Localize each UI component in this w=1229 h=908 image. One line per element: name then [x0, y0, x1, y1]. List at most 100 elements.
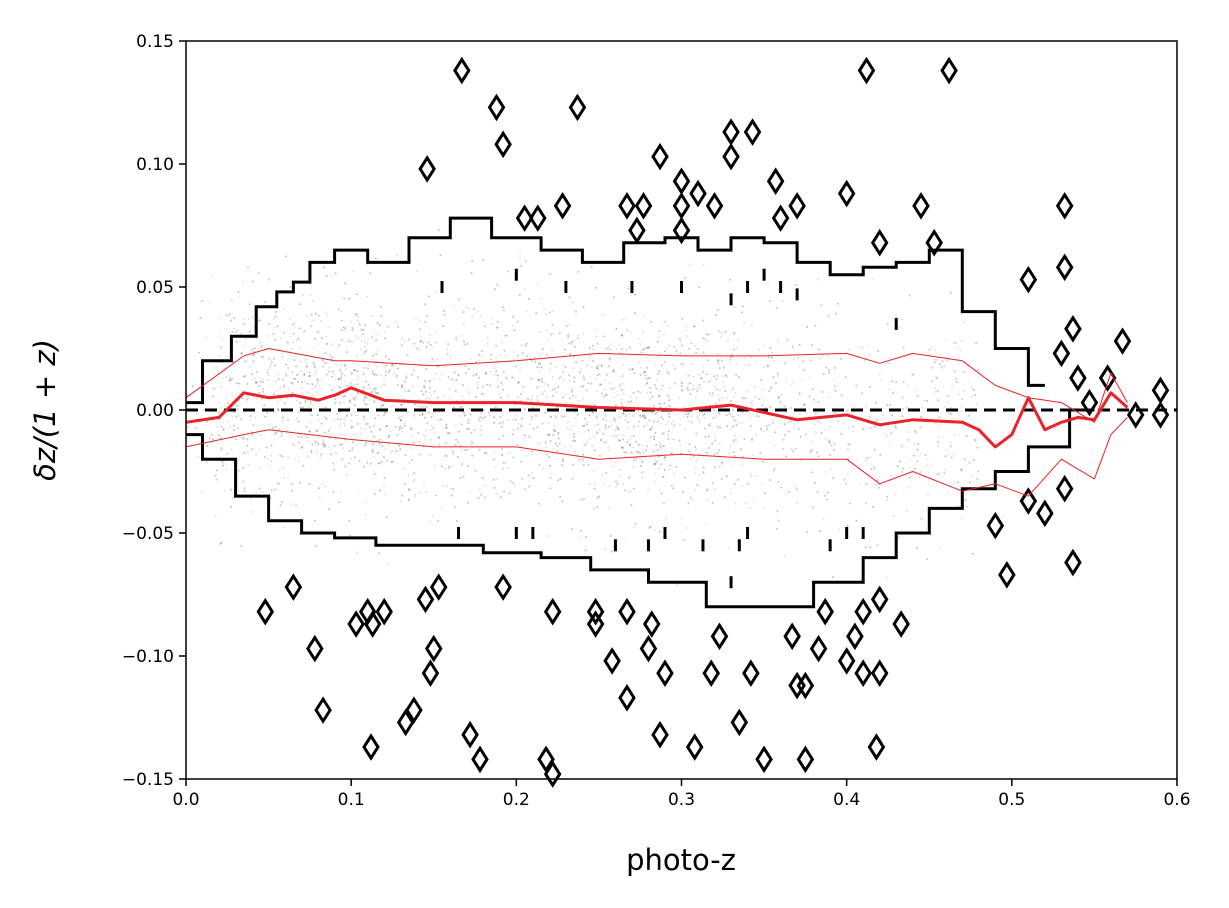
- scatter-point: [519, 256, 522, 259]
- scatter-point: [530, 418, 533, 420]
- scatter-point: [626, 441, 629, 444]
- scatter-point: [528, 485, 531, 488]
- scatter-point: [374, 417, 377, 420]
- scatter-point: [476, 386, 479, 389]
- scatter-point: [687, 502, 690, 505]
- scatter-point: [886, 403, 889, 406]
- scatter-point: [473, 429, 476, 432]
- scatter-point: [926, 457, 929, 460]
- scatter-point: [702, 337, 705, 340]
- scatter-point: [803, 403, 806, 406]
- scatter-point: [588, 346, 591, 349]
- scatter-point: [216, 469, 219, 472]
- scatter-point: [538, 464, 541, 467]
- scatter-point: [444, 442, 447, 445]
- scatter-point: [374, 374, 376, 376]
- scatter-point: [243, 487, 246, 490]
- scatter-point: [607, 449, 610, 452]
- scatter-point: [350, 426, 353, 428]
- scatter-point: [365, 349, 368, 352]
- scatter-point: [813, 398, 816, 401]
- scatter-point: [504, 334, 507, 337]
- scatter-point: [471, 260, 474, 263]
- scatter-point: [734, 438, 737, 441]
- scatter-point: [949, 445, 952, 448]
- scatter-point: [572, 394, 574, 397]
- scatter-point: [379, 373, 382, 376]
- scatter-point: [704, 435, 707, 438]
- scatter-point: [331, 375, 334, 378]
- scatter-point: [960, 398, 963, 401]
- scatter-point: [302, 464, 305, 467]
- scatter-point: [294, 377, 297, 380]
- scatter-point: [711, 482, 714, 485]
- scatter-point: [539, 362, 541, 365]
- scatter-point: [437, 519, 440, 522]
- scatter-point: [743, 438, 746, 441]
- scatter-point: [698, 384, 701, 386]
- scatter-point: [950, 456, 953, 459]
- scatter-point: [461, 395, 464, 398]
- scatter-point: [662, 475, 665, 478]
- scatter-point: [399, 448, 402, 451]
- scatter-point: [481, 477, 484, 480]
- scatter-point: [398, 426, 401, 429]
- scatter-point: [495, 344, 498, 347]
- contour-island: [1055, 474, 1074, 503]
- scatter-point: [935, 358, 937, 361]
- scatter-point: [846, 448, 849, 451]
- scatter-point: [318, 487, 320, 490]
- scatter-point: [365, 442, 367, 445]
- scatter-point: [417, 398, 420, 401]
- scatter-point: [532, 428, 535, 430]
- scatter-point: [591, 445, 594, 447]
- scatter-point: [665, 517, 668, 520]
- scatter-point: [391, 460, 394, 463]
- scatter-point: [858, 346, 861, 349]
- scatter-point: [915, 546, 918, 549]
- scatter-point: [396, 433, 399, 436]
- scatter-point: [318, 497, 321, 500]
- scatter-point: [581, 397, 584, 400]
- scatter-point: [237, 414, 240, 416]
- scatter-point: [308, 482, 311, 485]
- scatter-point: [652, 463, 655, 466]
- scatter-point: [567, 421, 570, 424]
- scatter-point: [376, 374, 379, 376]
- scatter-point: [366, 422, 369, 425]
- scatter-point: [277, 401, 280, 403]
- scatter-point: [348, 401, 351, 403]
- scatter-point: [659, 402, 662, 405]
- scatter-point: [258, 487, 261, 490]
- y-tick-label: 0.10: [136, 155, 174, 175]
- scatter-point: [583, 424, 586, 427]
- scatter-point: [625, 415, 627, 417]
- scatter-point: [781, 448, 784, 450]
- scatter-point: [847, 426, 850, 429]
- scatter-point: [388, 369, 391, 372]
- scatter-point: [577, 270, 580, 273]
- scatter-point: [526, 355, 528, 358]
- scatter-point: [840, 394, 843, 397]
- scatter-point: [595, 286, 598, 289]
- scatter-point: [828, 369, 830, 372]
- scatter-point: [681, 362, 684, 365]
- scatter-point: [418, 328, 421, 331]
- scatter-point: [506, 418, 509, 421]
- scatter-point: [666, 370, 669, 373]
- scatter-point: [291, 371, 294, 374]
- scatter-point: [809, 359, 812, 362]
- scatter-point: [291, 391, 294, 394]
- scatter-point: [363, 399, 366, 402]
- scatter-point: [404, 454, 407, 457]
- contour-island: [416, 585, 435, 614]
- scatter-point: [462, 311, 465, 314]
- scatter-point: [681, 388, 684, 391]
- contour-island: [537, 745, 555, 774]
- scatter-point: [343, 422, 346, 425]
- scatter-point: [339, 401, 341, 404]
- scatter-point: [702, 413, 705, 416]
- scatter-point: [344, 327, 347, 330]
- scatter-point: [579, 529, 582, 532]
- scatter-point: [873, 448, 876, 451]
